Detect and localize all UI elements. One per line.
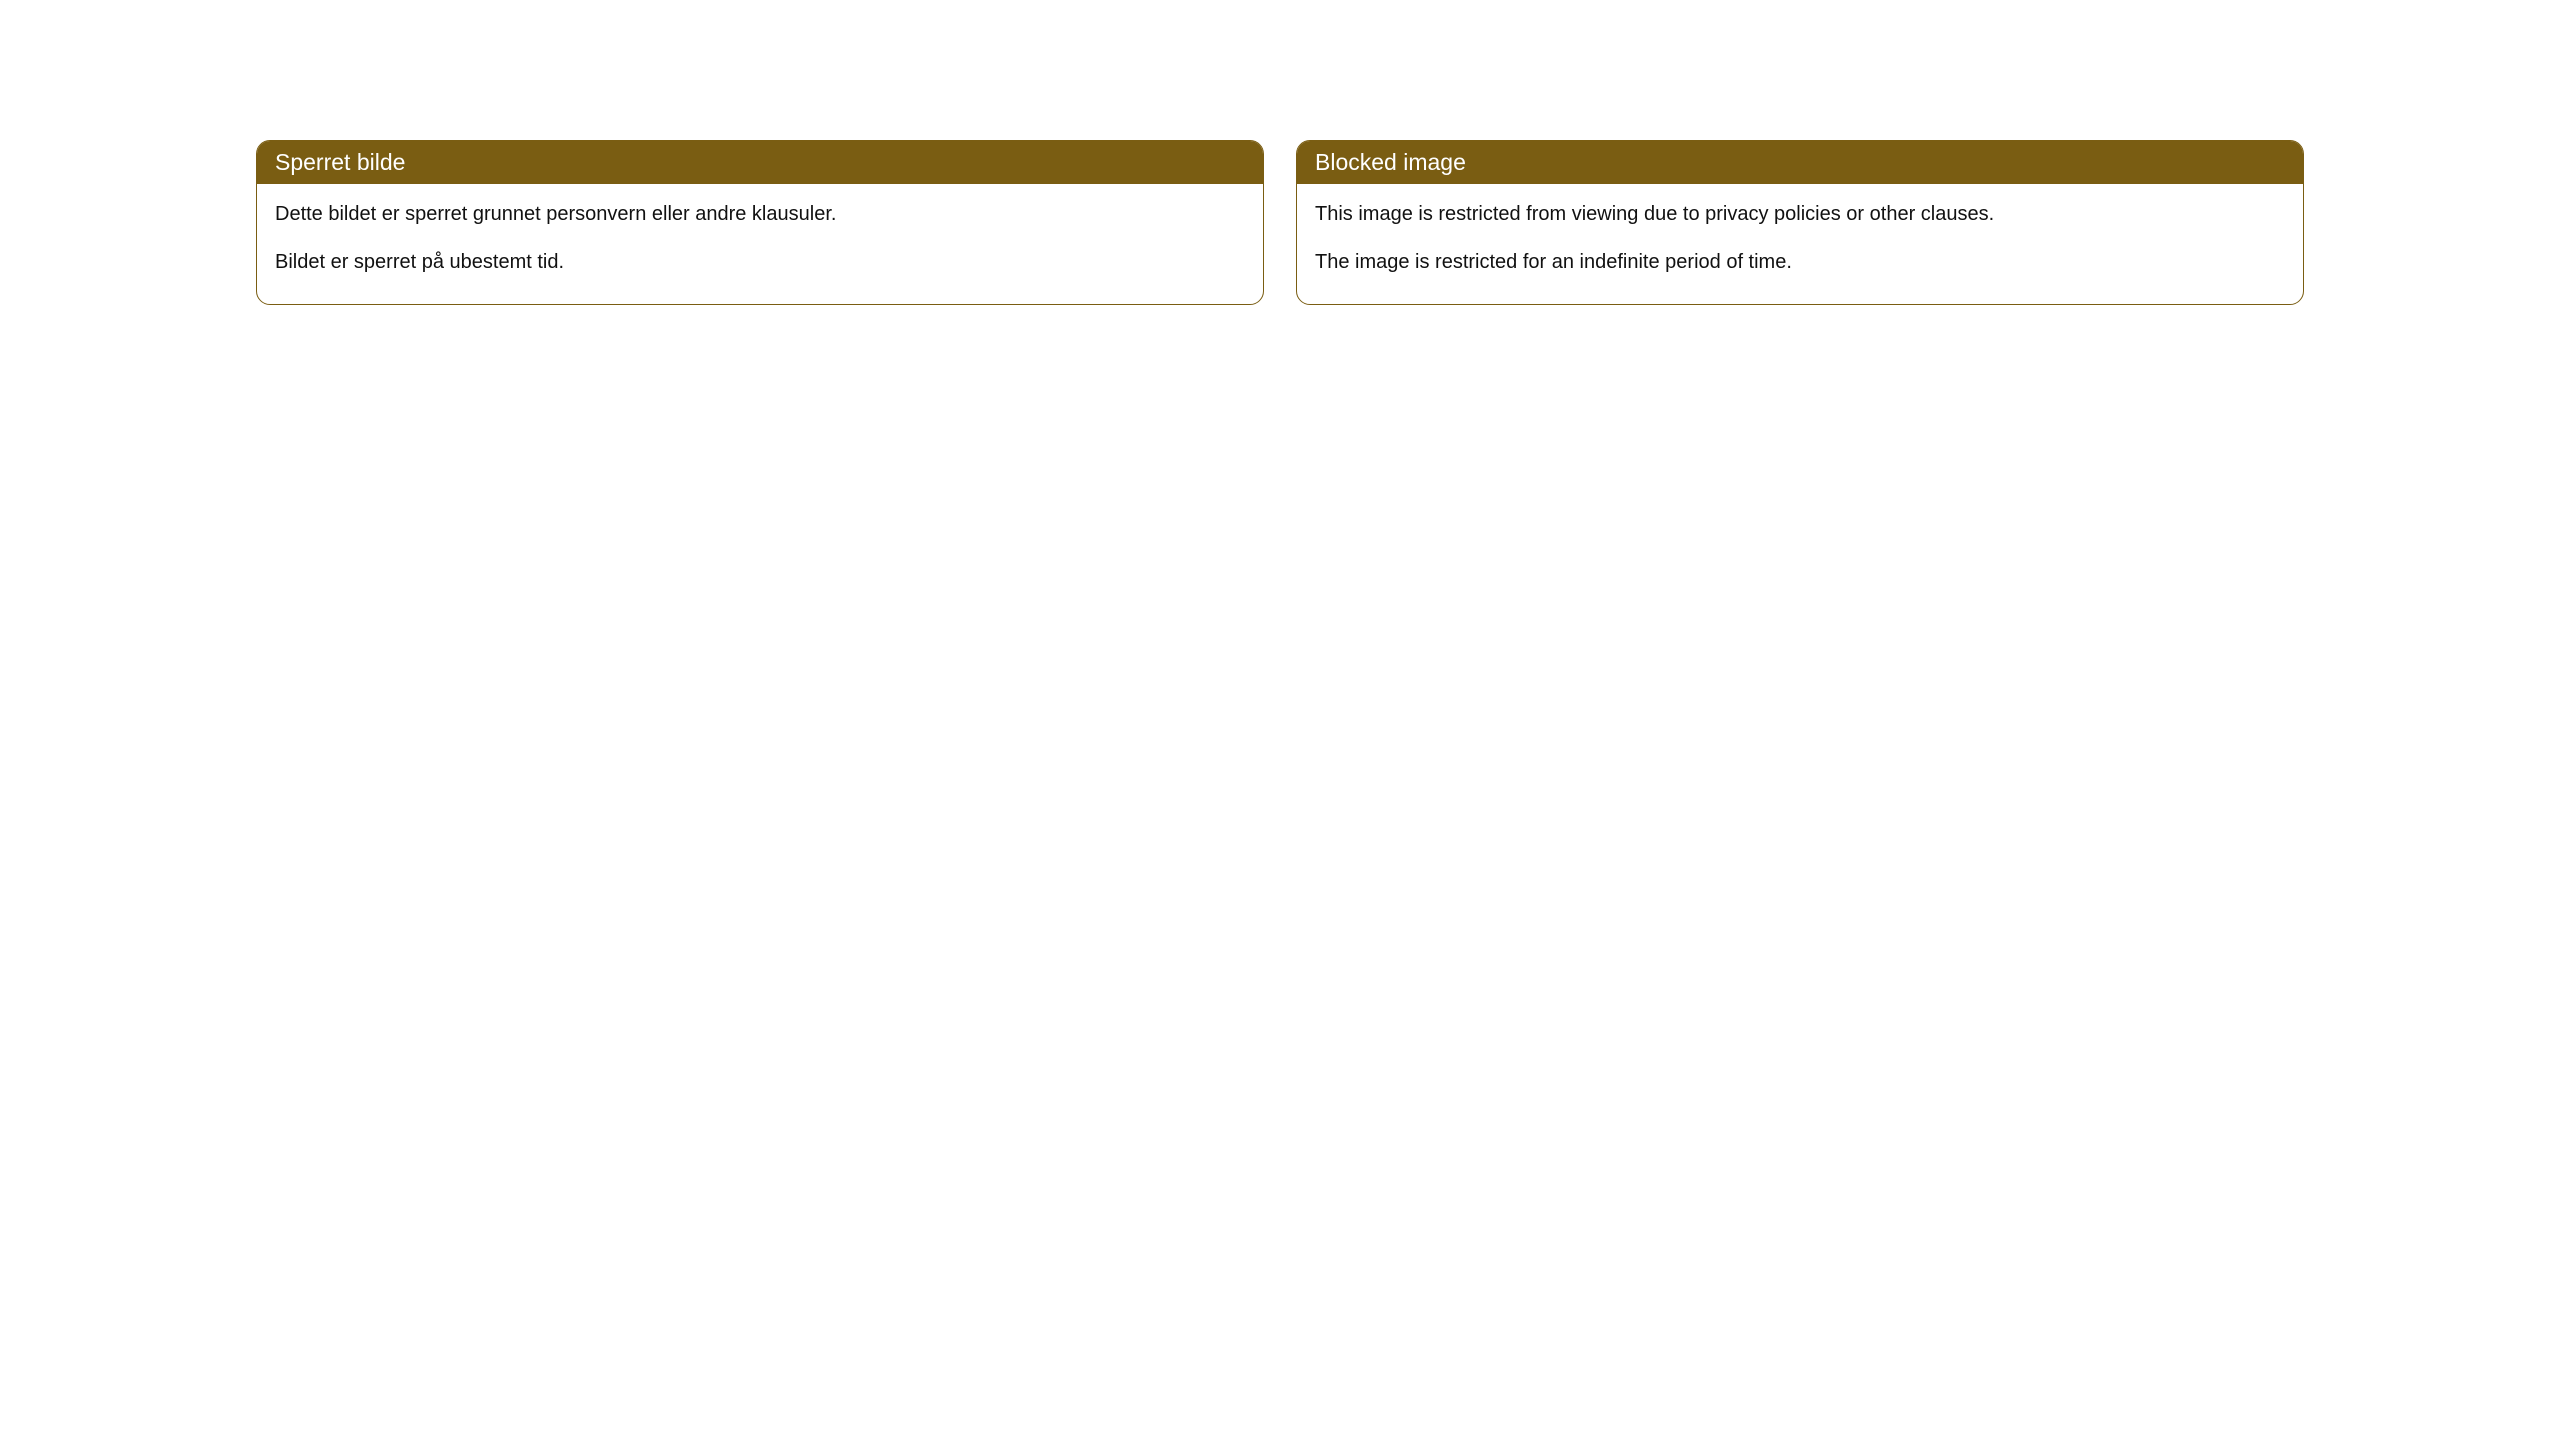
blocked-image-card-en: Blocked image This image is restricted f… — [1296, 140, 2304, 305]
blocked-image-card-no: Sperret bilde Dette bildet er sperret gr… — [256, 140, 1264, 305]
card-paragraph: This image is restricted from viewing du… — [1315, 200, 2285, 228]
card-title: Blocked image — [1315, 149, 1466, 175]
card-body: Dette bildet er sperret grunnet personve… — [257, 184, 1263, 304]
card-paragraph: Bildet er sperret på ubestemt tid. — [275, 248, 1245, 276]
card-header: Sperret bilde — [257, 141, 1263, 184]
card-paragraph: Dette bildet er sperret grunnet personve… — [275, 200, 1245, 228]
card-header: Blocked image — [1297, 141, 2303, 184]
card-body: This image is restricted from viewing du… — [1297, 184, 2303, 304]
card-title: Sperret bilde — [275, 149, 405, 175]
card-paragraph: The image is restricted for an indefinit… — [1315, 248, 2285, 276]
cards-container: Sperret bilde Dette bildet er sperret gr… — [256, 140, 2304, 305]
